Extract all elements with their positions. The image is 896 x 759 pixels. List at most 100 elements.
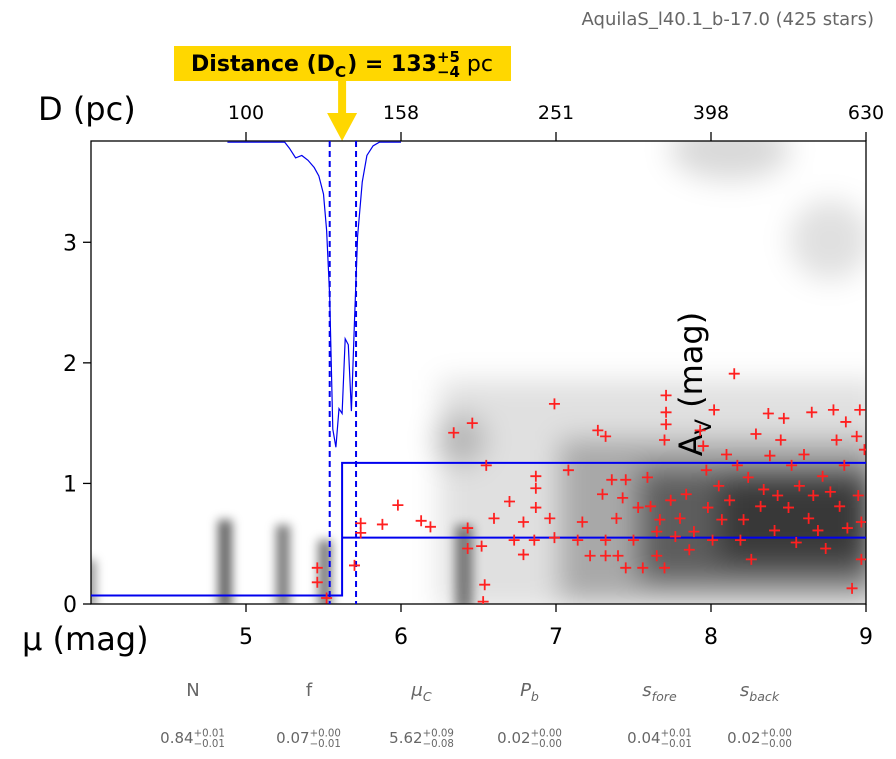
- star-point: [817, 470, 829, 482]
- parameter-name: f: [306, 680, 313, 701]
- parameter-value-part: 5.62: [389, 729, 422, 747]
- parameter-value-part: −0.01: [194, 739, 225, 750]
- x-tick-label: 8: [704, 625, 718, 650]
- x2-tick-label: 100: [228, 102, 264, 124]
- star-point: [548, 532, 560, 544]
- star-point: [355, 517, 367, 529]
- parameter-value-part: 0.02: [727, 729, 760, 747]
- star-point: [600, 550, 612, 562]
- parameter-value-part: 0.07: [276, 729, 309, 747]
- parameter-name-part: back: [749, 689, 780, 704]
- annotation-part: −4: [437, 63, 460, 81]
- star-point: [702, 502, 714, 514]
- annotation-unit: pc: [460, 52, 493, 77]
- star-point: [708, 404, 720, 416]
- parameter-value-part: 0.04: [627, 729, 660, 747]
- star-point: [806, 406, 818, 418]
- star-point: [854, 404, 866, 416]
- star-point: [576, 516, 588, 528]
- star-point: [654, 514, 666, 526]
- y-tick-label: 0: [63, 593, 77, 618]
- parameter-name: N: [186, 680, 199, 701]
- star-point: [645, 500, 657, 512]
- star-point: [632, 502, 644, 514]
- star-point: [738, 514, 750, 526]
- parameter-value: 0.07 +0.00−0.01: [276, 729, 341, 751]
- star-point: [504, 496, 515, 508]
- star-point: [584, 550, 596, 562]
- parameter-name-part: fore: [652, 689, 677, 704]
- star-point: [820, 543, 832, 555]
- model-line: [227, 141, 401, 448]
- star-point: [641, 471, 653, 483]
- star-point: [376, 518, 388, 530]
- y-tick-label: 3: [63, 231, 77, 256]
- star-point: [798, 448, 810, 460]
- star-point: [762, 407, 774, 419]
- parameter-name-part: s: [740, 680, 749, 701]
- star-point: [466, 417, 478, 429]
- star-point: [803, 512, 815, 524]
- x2-tick-label: 251: [538, 102, 574, 124]
- star-point: [855, 553, 866, 565]
- x-tick-label: 5: [239, 625, 253, 650]
- star-point: [786, 459, 798, 471]
- star-point: [846, 582, 858, 594]
- star-point: [530, 470, 542, 482]
- annotation-arrow-shaft: [338, 81, 347, 113]
- star-point: [851, 430, 863, 442]
- star-point: [707, 534, 719, 546]
- star-point: [716, 514, 728, 526]
- x-tick-label: 9: [859, 625, 873, 650]
- star-point: [665, 494, 677, 506]
- star-point: [769, 524, 781, 536]
- star-point: [659, 562, 670, 574]
- star-point: [734, 534, 746, 546]
- star-point: [517, 549, 529, 561]
- star-point: [480, 459, 492, 471]
- y-axis-label-part: (mag): [672, 312, 710, 418]
- star-point: [755, 500, 767, 512]
- star-point: [530, 502, 542, 514]
- chart-title: AquilaS_l40.1_b-17.0 (425 stars): [582, 9, 874, 30]
- star-point: [617, 492, 629, 504]
- model-line: [91, 461, 866, 597]
- star-point: [852, 489, 864, 501]
- star-point: [311, 576, 323, 588]
- x2-tick-label: 158: [383, 102, 419, 124]
- parameter-value-part: +0.09: [423, 729, 454, 740]
- star-point: [477, 596, 489, 604]
- star-point: [700, 464, 712, 476]
- star-point: [694, 424, 706, 436]
- star-point: [731, 459, 743, 471]
- star-point: [592, 424, 604, 436]
- parameter-value-part: +0.00: [761, 729, 792, 740]
- star-point: [807, 489, 819, 501]
- star-point: [597, 488, 608, 500]
- star-point: [488, 512, 500, 524]
- y-tick-label: 2: [63, 352, 77, 377]
- star-point: [750, 428, 762, 440]
- y-axis-label-part: A: [672, 434, 710, 456]
- x2-axis-label: D (pc): [38, 90, 136, 128]
- star-point: [858, 444, 866, 456]
- star-point: [355, 527, 367, 539]
- parameter-value-part: +0.00: [310, 729, 341, 740]
- annotation-part: Distance (D: [191, 52, 335, 77]
- star-point: [831, 434, 843, 446]
- parameter-value-part: −0.08: [423, 739, 454, 750]
- star-point: [827, 404, 839, 416]
- annotation-part: ) = 133: [347, 52, 437, 77]
- star-point: [790, 537, 802, 549]
- star-point: [764, 450, 776, 462]
- star-point: [628, 534, 639, 546]
- star-point: [530, 482, 542, 494]
- x2-tick-label: 398: [693, 102, 729, 124]
- star-point: [610, 512, 622, 524]
- star-point: [311, 562, 323, 574]
- star-point: [783, 502, 794, 514]
- star-point: [721, 448, 732, 460]
- star-point: [637, 562, 649, 574]
